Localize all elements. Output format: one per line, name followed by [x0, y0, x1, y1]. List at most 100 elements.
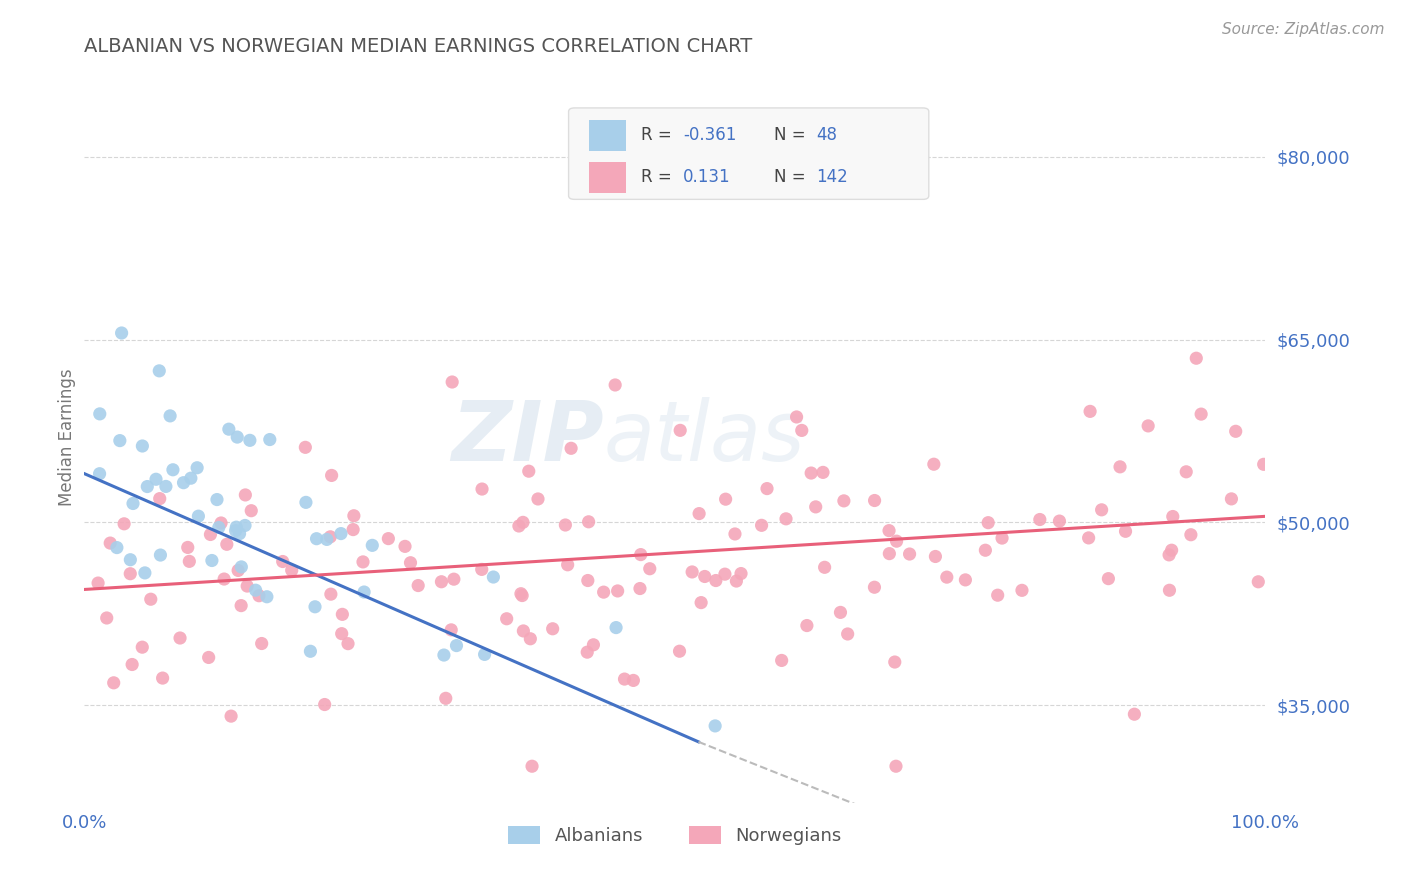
Point: [1160, 543, 1182, 558]
Point: [628, 582, 651, 596]
Point: [1137, 418, 1160, 433]
Point: [669, 423, 692, 437]
Point: [863, 580, 886, 594]
Point: [315, 533, 337, 547]
Point: [1049, 514, 1071, 528]
FancyBboxPatch shape: [589, 161, 627, 193]
Point: [886, 534, 908, 549]
Point: [169, 631, 191, 645]
Point: [830, 606, 852, 620]
Point: [159, 409, 181, 423]
Point: [256, 590, 278, 604]
Point: [180, 471, 202, 485]
Point: [212, 572, 235, 586]
Point: [233, 518, 256, 533]
Point: [605, 378, 627, 392]
Point: [508, 519, 530, 533]
Point: [186, 460, 208, 475]
Point: [1161, 509, 1184, 524]
Point: [557, 558, 579, 572]
Point: [1189, 407, 1212, 421]
Point: [1159, 583, 1181, 598]
Point: [441, 375, 464, 389]
Point: [152, 671, 174, 685]
Y-axis label: Median Earnings: Median Earnings: [58, 368, 76, 506]
Point: [343, 508, 366, 523]
Text: -0.361: -0.361: [683, 126, 737, 145]
Text: Source: ZipAtlas.com: Source: ZipAtlas.com: [1222, 22, 1385, 37]
Point: [231, 599, 253, 613]
Point: [361, 538, 384, 552]
Point: [714, 492, 737, 507]
Point: [337, 637, 360, 651]
Point: [173, 475, 195, 490]
Point: [1115, 524, 1137, 539]
Point: [877, 524, 900, 538]
Point: [434, 691, 457, 706]
Point: [136, 479, 159, 493]
Point: [305, 532, 328, 546]
Point: [770, 653, 793, 667]
Point: [510, 589, 533, 603]
Point: [259, 433, 281, 447]
Point: [1078, 404, 1101, 418]
Point: [225, 520, 247, 534]
Point: [197, 650, 219, 665]
Point: [775, 512, 797, 526]
Point: [226, 430, 249, 444]
Point: [430, 574, 453, 589]
Point: [231, 560, 253, 574]
Point: [883, 655, 905, 669]
Point: [149, 548, 172, 562]
Point: [89, 407, 111, 421]
Point: [122, 496, 145, 510]
Point: [814, 560, 837, 574]
Point: [205, 492, 228, 507]
Point: [1011, 583, 1033, 598]
Point: [613, 672, 636, 686]
Point: [330, 607, 353, 622]
Point: [693, 569, 716, 583]
Point: [756, 482, 779, 496]
Point: [162, 463, 184, 477]
Point: [1097, 572, 1119, 586]
Point: [730, 566, 752, 581]
Point: [226, 563, 249, 577]
Point: [955, 573, 977, 587]
Point: [108, 434, 131, 448]
FancyBboxPatch shape: [568, 108, 929, 200]
Point: [786, 409, 808, 424]
Point: [89, 467, 111, 481]
Point: [177, 541, 200, 555]
Point: [725, 574, 748, 588]
Point: [330, 626, 353, 640]
Point: [681, 565, 703, 579]
Point: [330, 526, 353, 541]
Point: [1253, 458, 1275, 472]
Point: [1077, 531, 1099, 545]
Legend: Albanians, Norwegians: Albanians, Norwegians: [508, 826, 842, 845]
Point: [935, 570, 957, 584]
Point: [688, 507, 710, 521]
Point: [512, 624, 534, 638]
Point: [638, 562, 661, 576]
Point: [443, 572, 465, 586]
Point: [342, 523, 364, 537]
Point: [110, 326, 132, 340]
Text: atlas: atlas: [605, 397, 806, 477]
Point: [991, 531, 1014, 545]
Text: R =: R =: [641, 126, 676, 145]
Point: [406, 578, 429, 592]
Text: R =: R =: [641, 169, 676, 186]
Point: [377, 532, 399, 546]
Point: [179, 554, 201, 568]
Point: [482, 570, 505, 584]
Point: [239, 434, 262, 448]
Point: [394, 540, 416, 554]
Point: [796, 618, 818, 632]
Point: [105, 541, 128, 555]
Point: [218, 422, 240, 436]
Text: 0.131: 0.131: [683, 169, 731, 186]
Point: [804, 500, 827, 514]
Point: [1029, 512, 1052, 526]
